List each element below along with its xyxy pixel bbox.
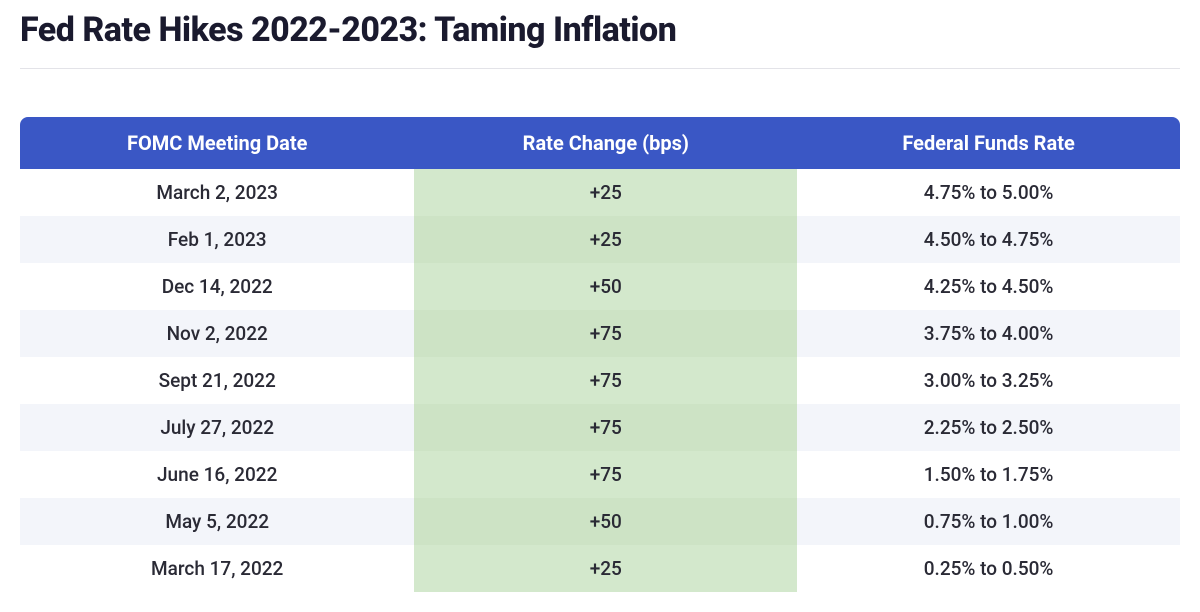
cell-rate: 4.75% to 5.00% bbox=[797, 169, 1180, 216]
table-row: Sept 21, 2022 +75 3.00% to 3.25% bbox=[20, 357, 1180, 404]
col-header-rate: Federal Funds Rate bbox=[797, 117, 1180, 169]
cell-rate: 0.25% to 0.50% bbox=[797, 545, 1180, 592]
cell-change: +25 bbox=[414, 169, 797, 216]
cell-date: July 27, 2022 bbox=[20, 404, 414, 451]
cell-date: June 16, 2022 bbox=[20, 451, 414, 498]
cell-rate: 0.75% to 1.00% bbox=[797, 498, 1180, 545]
cell-change: +75 bbox=[414, 310, 797, 357]
table-header-row: FOMC Meeting Date Rate Change (bps) Fede… bbox=[20, 117, 1180, 169]
col-header-change: Rate Change (bps) bbox=[414, 117, 797, 169]
cell-date: Sept 21, 2022 bbox=[20, 357, 414, 404]
table-row: July 27, 2022 +75 2.25% to 2.50% bbox=[20, 404, 1180, 451]
page-title: Fed Rate Hikes 2022-2023: Taming Inflati… bbox=[20, 10, 1180, 69]
cell-change: +75 bbox=[414, 357, 797, 404]
cell-date: March 2, 2023 bbox=[20, 169, 414, 216]
col-header-date: FOMC Meeting Date bbox=[20, 117, 414, 169]
cell-change: +75 bbox=[414, 451, 797, 498]
table-row: June 16, 2022 +75 1.50% to 1.75% bbox=[20, 451, 1180, 498]
cell-rate: 4.25% to 4.50% bbox=[797, 263, 1180, 310]
cell-date: Nov 2, 2022 bbox=[20, 310, 414, 357]
table-body: March 2, 2023 +25 4.75% to 5.00% Feb 1, … bbox=[20, 169, 1180, 592]
cell-date: Feb 1, 2023 bbox=[20, 216, 414, 263]
cell-rate: 4.50% to 4.75% bbox=[797, 216, 1180, 263]
cell-change: +25 bbox=[414, 545, 797, 592]
table-row: May 5, 2022 +50 0.75% to 1.00% bbox=[20, 498, 1180, 545]
cell-change: +50 bbox=[414, 263, 797, 310]
rate-hikes-table: FOMC Meeting Date Rate Change (bps) Fede… bbox=[20, 117, 1180, 592]
table-row: Feb 1, 2023 +25 4.50% to 4.75% bbox=[20, 216, 1180, 263]
cell-date: May 5, 2022 bbox=[20, 498, 414, 545]
cell-change: +50 bbox=[414, 498, 797, 545]
cell-change: +25 bbox=[414, 216, 797, 263]
cell-change: +75 bbox=[414, 404, 797, 451]
table-row: March 2, 2023 +25 4.75% to 5.00% bbox=[20, 169, 1180, 216]
table-row: Dec 14, 2022 +50 4.25% to 4.50% bbox=[20, 263, 1180, 310]
table-row: Nov 2, 2022 +75 3.75% to 4.00% bbox=[20, 310, 1180, 357]
cell-rate: 3.00% to 3.25% bbox=[797, 357, 1180, 404]
table-row: March 17, 2022 +25 0.25% to 0.50% bbox=[20, 545, 1180, 592]
cell-rate: 3.75% to 4.00% bbox=[797, 310, 1180, 357]
cell-rate: 1.50% to 1.75% bbox=[797, 451, 1180, 498]
cell-rate: 2.25% to 2.50% bbox=[797, 404, 1180, 451]
cell-date: March 17, 2022 bbox=[20, 545, 414, 592]
cell-date: Dec 14, 2022 bbox=[20, 263, 414, 310]
